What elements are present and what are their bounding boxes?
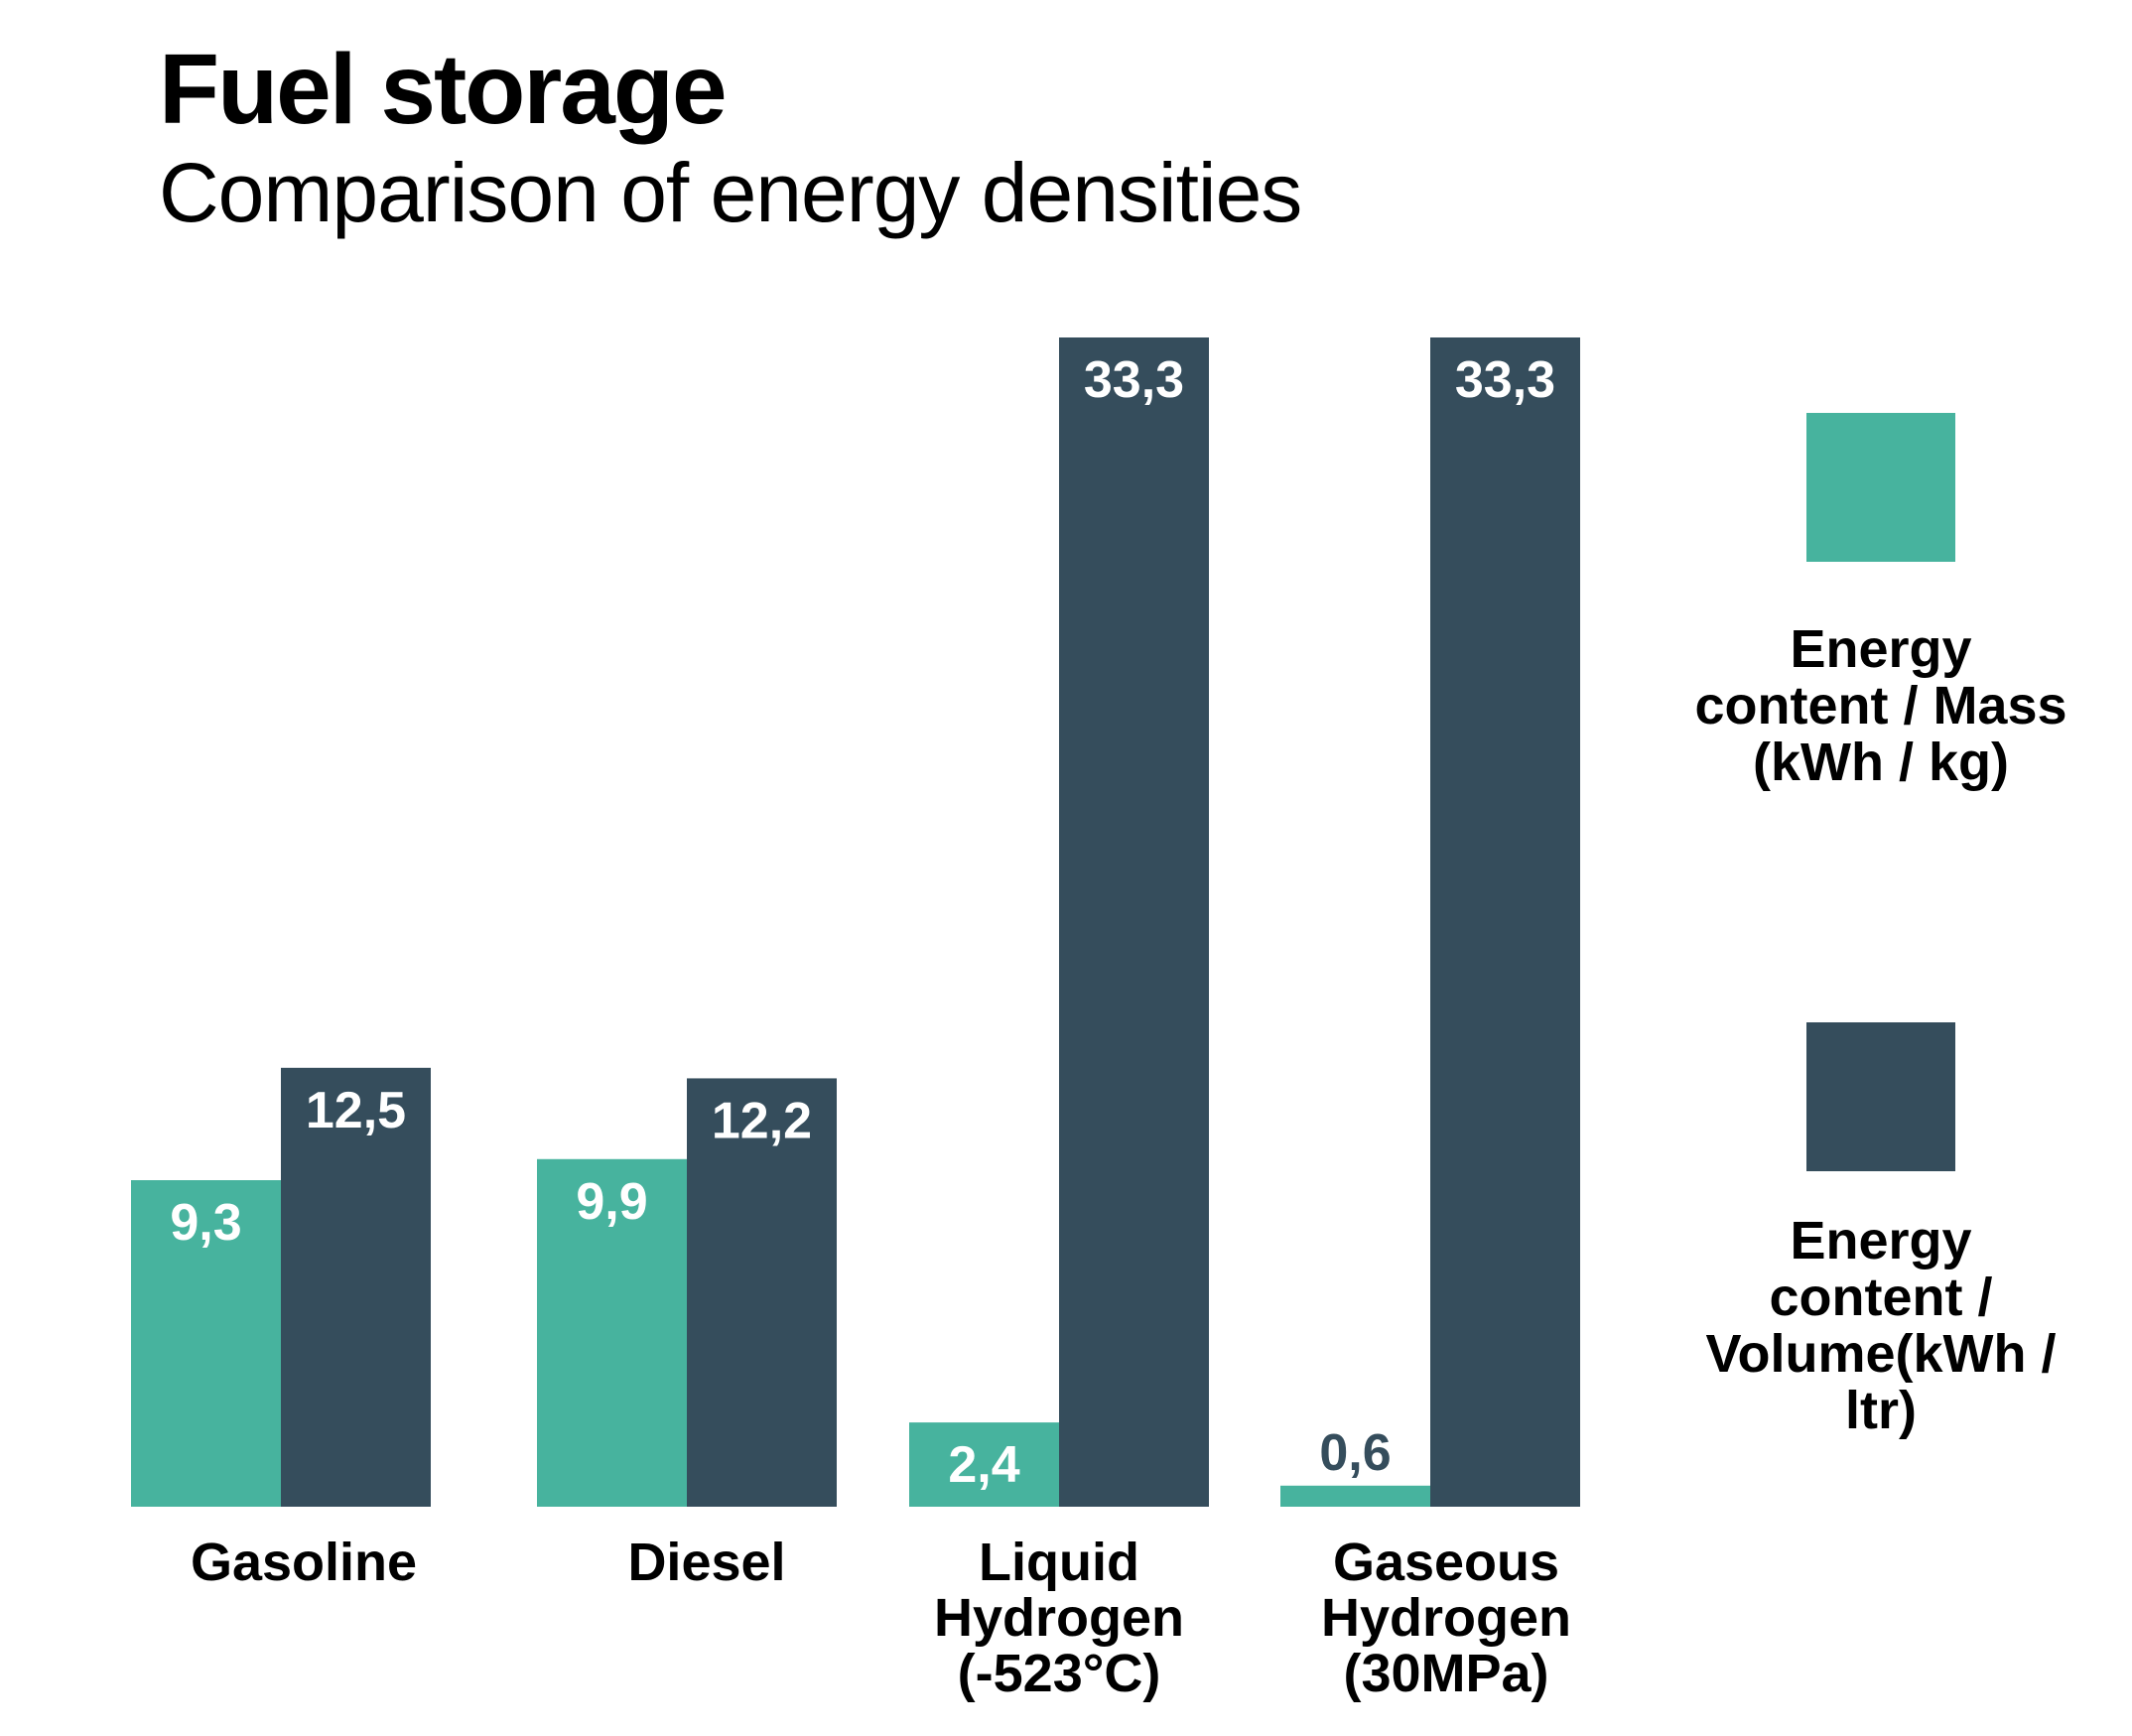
bar-volume-3 [1430, 337, 1580, 1507]
bar-mass-2 [909, 1422, 1059, 1507]
bar-volume-2 [1059, 337, 1209, 1507]
bar-mass-1 [537, 1158, 687, 1507]
category-label: Liquid Hydrogen (-523°C) [934, 1533, 1184, 1703]
data-label: 9,3 [170, 1194, 241, 1252]
bar-volume-0 [281, 1067, 431, 1507]
bar-volume-1 [687, 1078, 837, 1507]
legend-swatch-mass [1806, 413, 1955, 562]
bar-mass-3 [1280, 1485, 1430, 1507]
chart-title: Fuel storage [159, 34, 728, 145]
data-label: 33,3 [1455, 351, 1555, 409]
legend-swatch-volume [1806, 1022, 1955, 1171]
category-label: Gaseous Hydrogen (30MPa) [1321, 1533, 1571, 1703]
data-label: 12,2 [712, 1092, 812, 1149]
data-label: 12,5 [306, 1082, 406, 1139]
legend-label: Energy content / Volume(kWh / ltr) [1705, 1211, 2056, 1440]
legend-label: Energy content / Mass (kWh / kg) [1694, 619, 2066, 792]
data-label: 9,9 [576, 1173, 647, 1231]
category-label: Diesel [627, 1533, 785, 1592]
chart-subtitle: Comparison of energy densities [159, 146, 1302, 239]
data-label: 0,6 [1319, 1424, 1391, 1482]
bar-mass-0 [131, 1180, 281, 1507]
data-label: 33,3 [1084, 351, 1184, 409]
category-label: Gasoline [191, 1533, 417, 1592]
data-label: 2,4 [948, 1436, 1019, 1494]
